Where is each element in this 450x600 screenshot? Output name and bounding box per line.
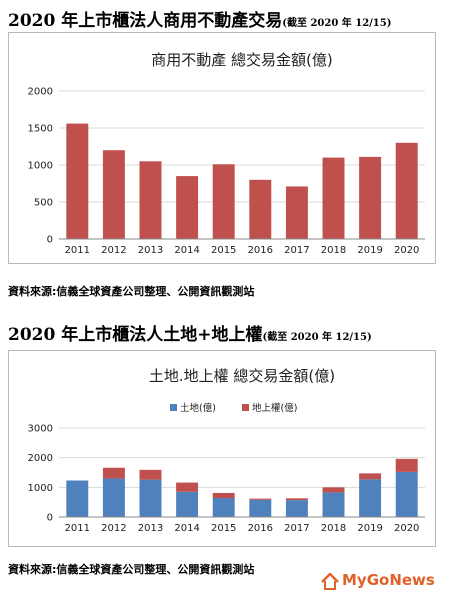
chart1-bar [285,186,308,239]
chart2-bar-s1 [176,491,199,517]
chart1-ytick-label: 500 [34,198,53,209]
chart2-bar-s2 [359,473,382,480]
chart1-bar [249,179,272,239]
chart2-legend-swatch [242,404,249,411]
chart2-xtick-label: 2019 [357,523,382,534]
chart1-xtick-label: 2011 [65,245,90,256]
chart1-bar [359,156,382,239]
chart2-bar-s1 [285,500,308,517]
chart1-title: 商用不動產 總交易金額(億) [151,51,332,69]
chart1-bar [322,157,345,239]
chart1-xtick-label: 2016 [248,245,273,256]
chart2-xtick-label: 2015 [211,523,236,534]
chart2-bar-s1 [249,499,272,517]
chart2-xtick-label: 2018 [321,523,346,534]
chart2-legend-swatch [170,404,177,411]
chart2-bar-s2 [176,482,199,492]
chart2-bar-s1 [102,478,125,517]
chart1-bar [139,161,162,239]
chart2-xtick-label: 2011 [65,523,90,534]
chart1-source-note: 資料來源:信義全球資產公司整理、公開資訊觀測站 [8,285,255,298]
chart1-xtick-label: 2020 [394,245,419,256]
chart2-heading-main: 2020 年上市櫃法人土地+地上權 [8,325,263,345]
chart2-heading-sub: (截至 2020 年 12/15) [262,332,372,343]
chart2-bar-s2 [212,492,235,499]
chart2-xtick-label: 2017 [284,523,309,534]
chart1-bar [395,142,418,239]
chart1-xtick-label: 2013 [138,245,163,256]
chart1-ytick-label: 1500 [28,124,53,135]
chart2-bar-s1 [395,471,418,517]
chart2-ytick-label: 3000 [28,424,53,435]
mygonews-logo: MyGoNews [320,570,445,594]
chart2-ytick-label: 0 [47,513,53,524]
chart2-xtick-label: 2020 [394,523,419,534]
logo-text: MyGoNews [342,571,435,589]
chart2-bar-s2 [285,498,308,501]
chart1-bar [102,150,125,239]
chart2-xtick-label: 2013 [138,523,163,534]
chart2-bar-s2 [395,458,418,472]
chart2-bar-s2 [139,469,162,480]
chart1-xtick-label: 2018 [321,245,346,256]
chart2-ytick-label: 1000 [28,483,53,494]
chart1-bar [66,123,89,239]
chart2-legend-label: 土地(億) [180,402,216,414]
chart2-bar-s2 [249,498,272,500]
chart2-bar-s1 [322,492,345,517]
chart2-bar-s2 [102,467,125,479]
commercial-chart-svg: 商用不動產 總交易金額(億) 0 500 1000 1500 2000 2011 2012 20… [28,51,425,256]
chart2-bar-s1 [139,479,162,517]
chart2-bar-s1 [359,479,382,517]
chart2-xtick-label: 2016 [248,523,273,534]
chart2-bar-s1 [212,498,235,517]
house-icon [321,572,339,590]
chart2-title: 土地.地上權 總交易金額(億) [149,367,335,385]
chart1-ytick-label: 2000 [28,87,53,98]
chart2-xtick-label: 2014 [174,523,199,534]
commercial-realestate-chart: 商用不動產 總交易金額(億) 0 500 1000 1500 2000 2011 2012 20… [8,32,436,264]
chart1-ytick-label: 1000 [28,161,53,172]
chart2-xtick-label: 2012 [101,523,126,534]
chart1-xtick-label: 2014 [174,245,199,256]
chart1-heading: 2020 年上市櫃法人商用不動產交易(截至 2020 年 12/15) [8,6,391,31]
chart2-bar-s1 [66,480,89,517]
chart2-heading: 2020 年上市櫃法人土地+地上權(截至 2020 年 12/15) [8,320,372,345]
chart1-bar [176,176,199,239]
land-leasehold-chart: 土地.地上權 總交易金額(億) 0 1000 2000 3000 2011 2012 2013… [8,350,436,547]
chart1-heading-main: 2020 年上市櫃法人商用不動產交易 [8,11,283,31]
chart1-xtick-label: 2012 [101,245,126,256]
chart1-xtick-label: 2019 [357,245,382,256]
chart2-legend-label: 地上權(億) [252,402,297,414]
chart1-heading-sub: (截至 2020 年 12/15) [282,18,392,29]
chart2-bar-s2 [322,487,345,493]
chart2-ytick-label: 2000 [28,453,53,464]
land-chart-svg: 土地.地上權 總交易金額(億) 0 1000 2000 3000 2011 2012 2013… [28,367,425,534]
chart2-source-note: 資料來源:信義全球資產公司整理、公開資訊觀測站 [8,563,255,576]
chart1-xtick-label: 2017 [284,245,309,256]
chart1-bar [212,164,235,239]
chart1-xtick-label: 2015 [211,245,236,256]
chart1-ytick-label: 0 [47,235,53,246]
